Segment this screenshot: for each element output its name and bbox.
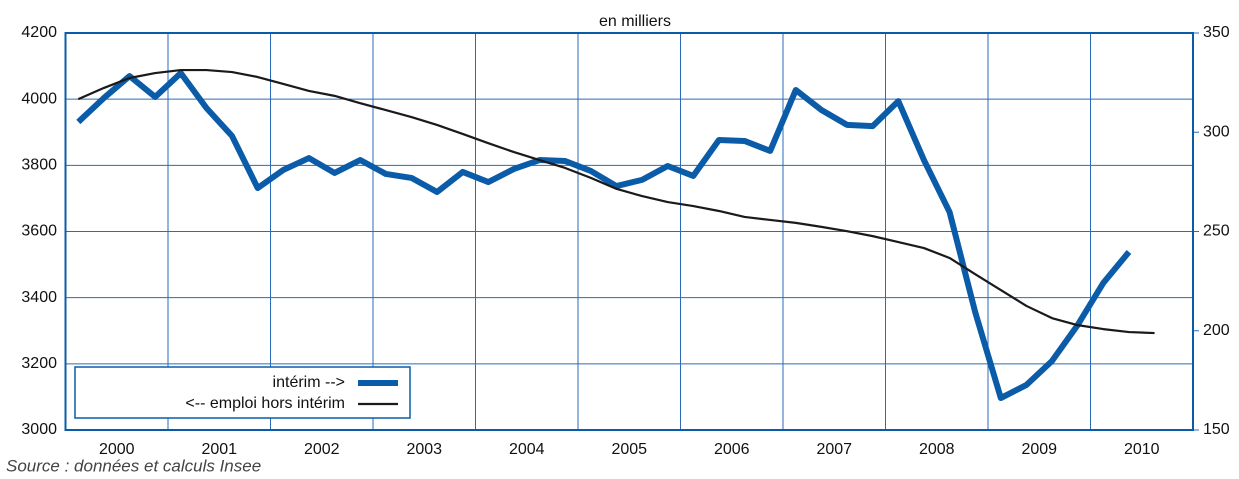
y-tick-label: 3000 (21, 421, 57, 438)
y2-tick-label: 200 (1203, 322, 1230, 339)
legend-label: <-- emploi hors intérim (185, 395, 345, 412)
x-tick-label: 2009 (1021, 441, 1057, 458)
plot-frame (64, 32, 1194, 431)
x-tick-label: 2006 (714, 441, 750, 458)
y2-tick-label: 250 (1203, 223, 1230, 240)
x-tick-label: 2005 (611, 441, 647, 458)
y-tick-label: 3600 (21, 223, 57, 240)
chart-title: en milliers (599, 13, 671, 30)
y-tick-label: 3400 (21, 289, 57, 306)
y-tick-label: 3200 (21, 355, 57, 372)
x-tick-label: 2004 (509, 441, 545, 458)
data-line (76, 70, 1132, 402)
y-tick-label: 3800 (21, 157, 57, 174)
y-tick-label: 4200 (21, 24, 57, 41)
data-line (77, 68, 1155, 335)
legend-label: intérim --> (273, 374, 345, 391)
x-tick-label: 2007 (816, 441, 852, 458)
y2-tick-label: 150 (1203, 421, 1230, 438)
x-tick-label: 2008 (919, 441, 955, 458)
y2-tick-label: 300 (1203, 123, 1230, 140)
y2-tick-label: 350 (1203, 24, 1230, 41)
x-tick-label: 2003 (406, 441, 442, 458)
legend-box (74, 366, 411, 419)
x-tick-label: 2002 (304, 441, 340, 458)
y-tick-label: 4000 (21, 90, 57, 107)
source-note: Source : données et calculs Insee (6, 456, 261, 475)
x-tick-label: 2000 (99, 441, 135, 458)
x-tick-label: 2010 (1124, 441, 1160, 458)
x-tick-label: 2001 (201, 441, 237, 458)
